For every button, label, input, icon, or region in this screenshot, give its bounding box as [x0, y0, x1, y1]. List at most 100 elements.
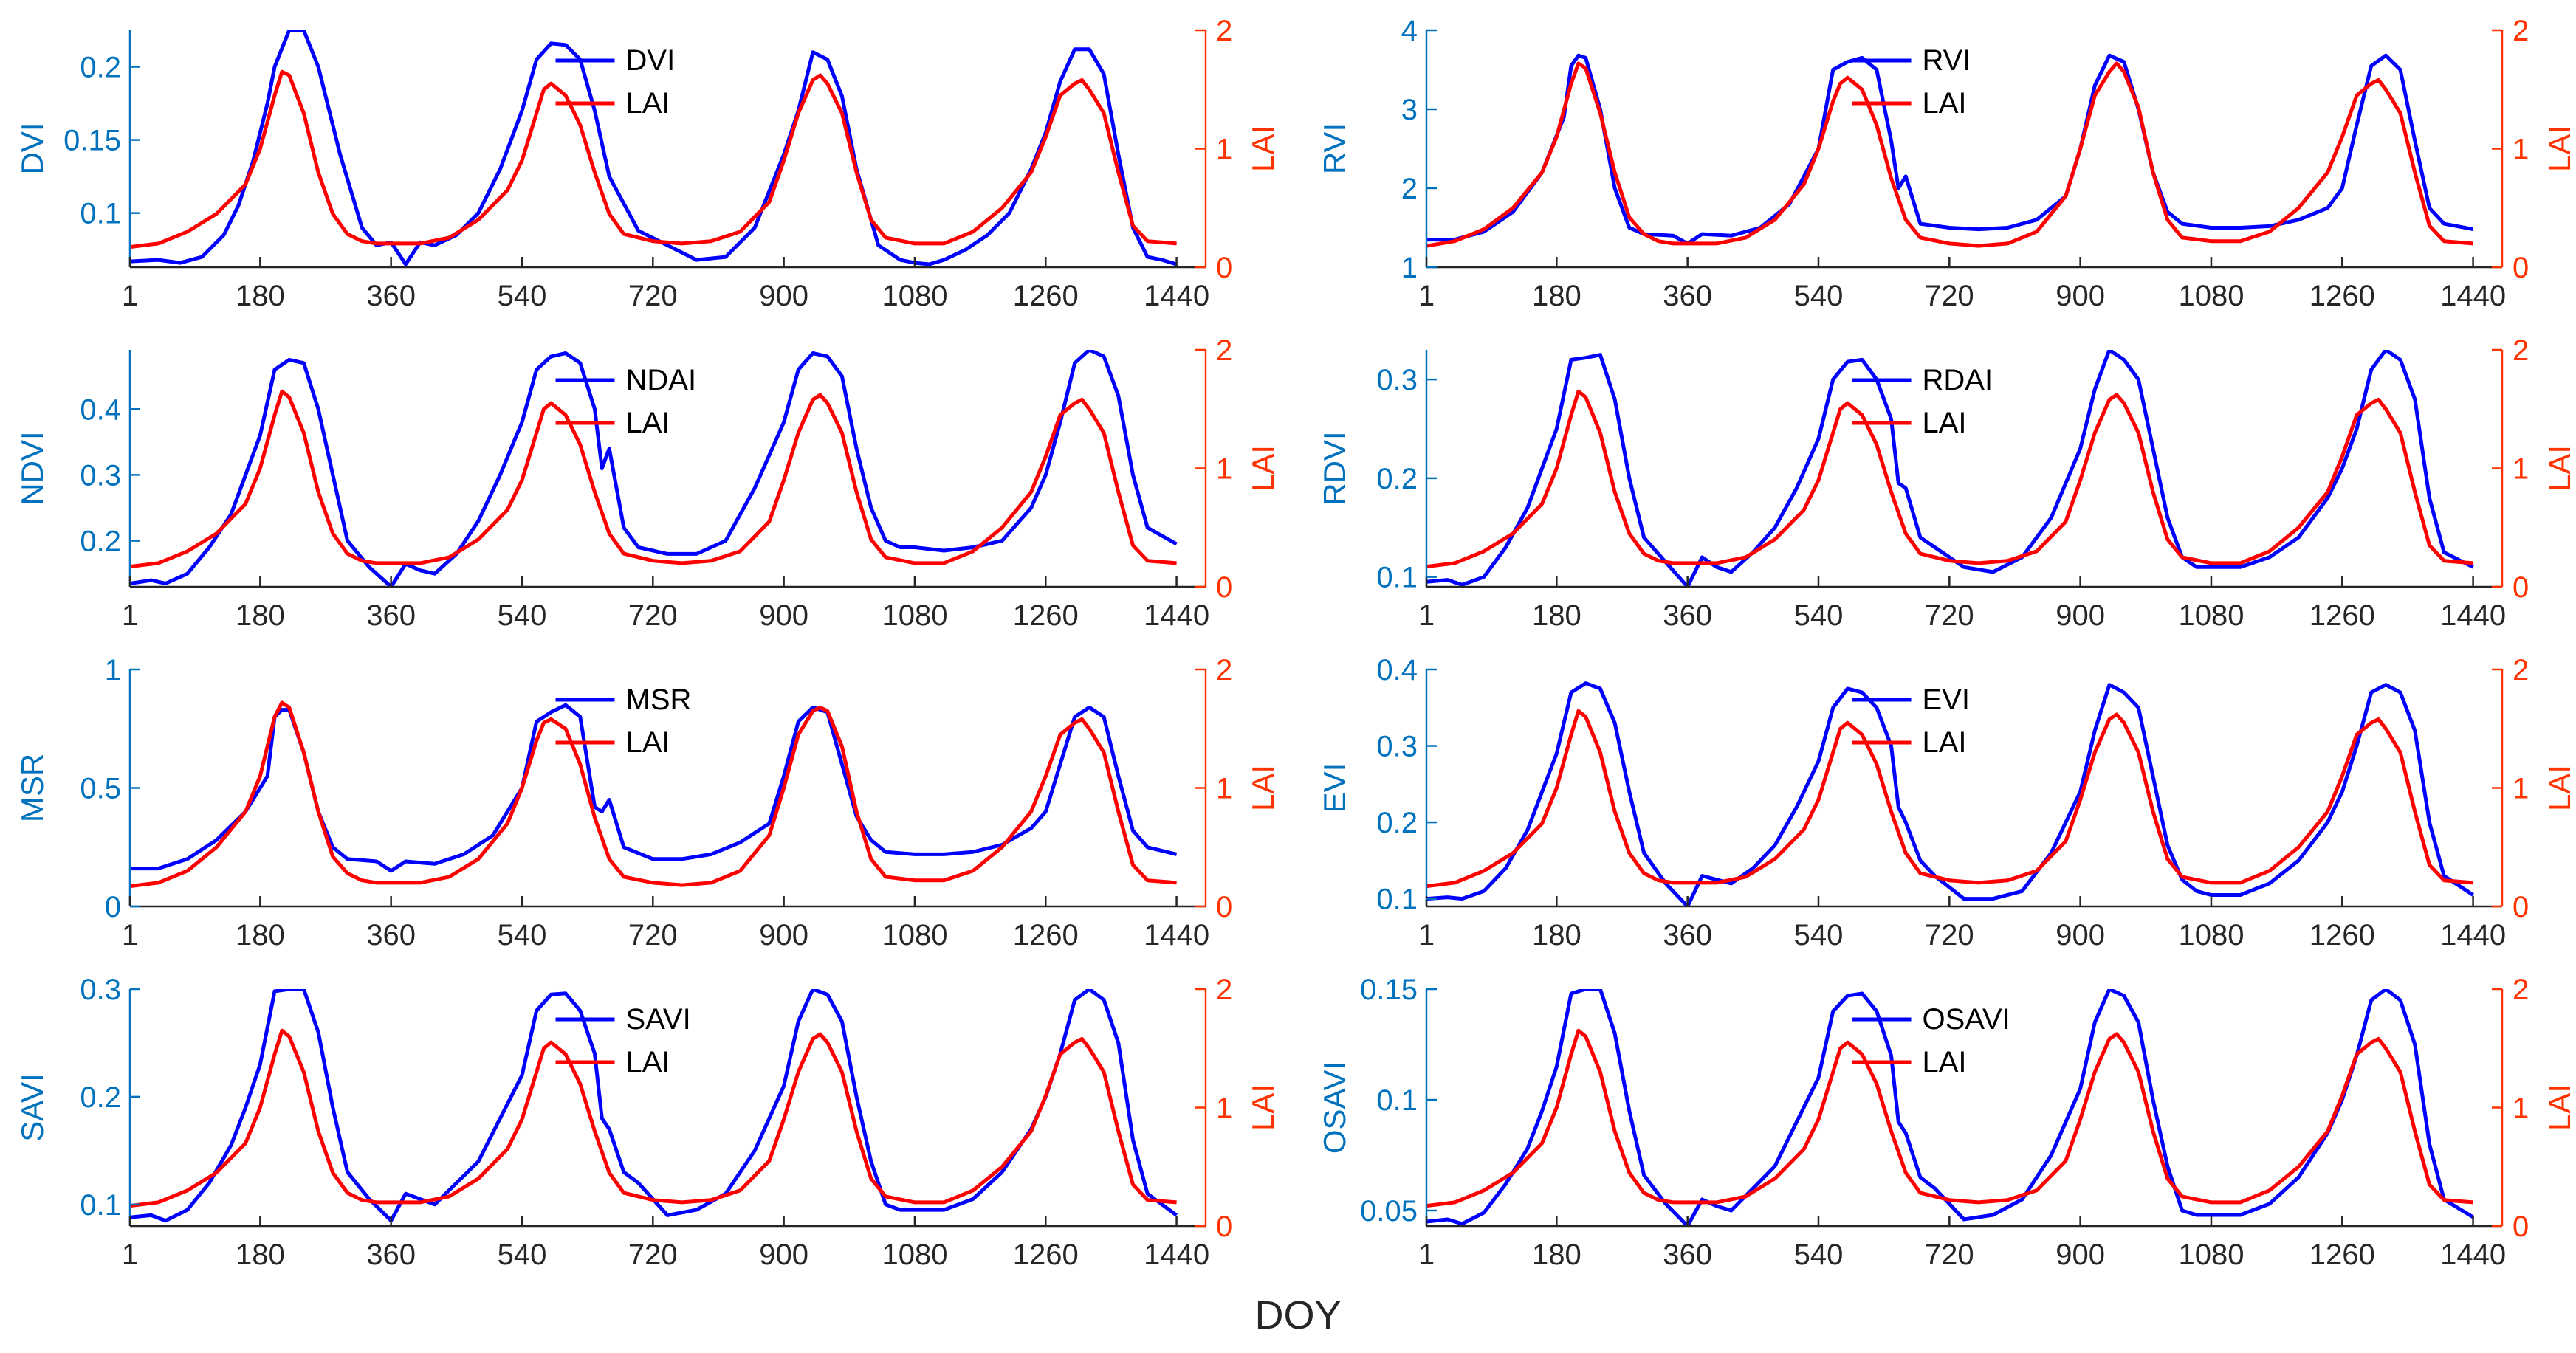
evi-x-tick-label: 1440 [2440, 919, 2506, 951]
rdvi-x-tick-label: 1440 [2440, 599, 2506, 632]
msr-x-tick-label: 540 [498, 919, 547, 951]
evi-x-tick-label: 720 [1925, 919, 1974, 951]
rvi-left-y-tick-label: 2 [1401, 173, 1418, 205]
osavi-left-y-tick-label: 0.15 [1360, 974, 1418, 1006]
savi-x-tick-label: 1080 [882, 1239, 947, 1271]
ndvi-x-tick-label: 180 [236, 599, 285, 632]
savi-x-tick-label: 1260 [1013, 1239, 1079, 1271]
msr-x-tick-label: 1260 [1013, 919, 1079, 951]
osavi-left-y-tick-label: 0.1 [1376, 1084, 1418, 1117]
dvi-x-tick-label: 1260 [1013, 280, 1079, 312]
panels-group: 1 180 360 540 720 900 1080 1260 14400.10.150.201… [15, 15, 2576, 1271]
osavi-series-lai-line [1426, 1028, 2473, 1208]
rvi-right-y-tick-label: 1 [2513, 134, 2529, 166]
msr-x-tick-label: 900 [759, 919, 808, 951]
evi-x-tick-label: 360 [1663, 919, 1712, 951]
rvi-x-tick-label: 1440 [2440, 280, 2506, 312]
rvi-right-y-axis-label: LAI [2542, 125, 2576, 172]
osavi-right-y-tick-label: 2 [2513, 974, 2529, 1006]
dvi-right-y-axis-label: LAI [1246, 125, 1280, 172]
osavi-x-tick-label: 1440 [2440, 1239, 2506, 1271]
rdvi-legend-label-rdai: RDAI [1923, 364, 1993, 396]
savi-x-tick-label: 1440 [1144, 1239, 1209, 1271]
savi-x-tick-label: 720 [628, 1239, 678, 1271]
osavi-left-y-tick-label: 0.05 [1360, 1195, 1418, 1228]
evi-series-lai-line [1426, 709, 2473, 889]
msr-left-y-axis-label: MSR [15, 754, 49, 822]
rdvi-x-tick-label: 720 [1925, 599, 1974, 632]
evi-x-tick-label: 1080 [2178, 919, 2244, 951]
ndvi-x-tick-label: 540 [498, 599, 547, 632]
rdvi-series-rdai-line [1426, 350, 2474, 587]
ndvi-x-tick-label: 900 [759, 599, 808, 632]
savi-right-y-tick-label: 1 [1216, 1092, 1232, 1125]
msr-x-tick-label: 1080 [882, 919, 947, 951]
savi-x-tick-label: 360 [366, 1239, 416, 1271]
msr-right-y-tick-label: 2 [1216, 654, 1232, 686]
rvi-x-tick-label: 1 [1418, 280, 1435, 312]
rdvi-left-y-tick-label: 0.2 [1376, 463, 1418, 495]
msr-x-tick-label: 720 [628, 919, 678, 951]
rvi-series-lai-line [1426, 61, 2473, 248]
rvi-right-y-tick-label: 2 [2513, 15, 2529, 47]
evi-x-tick-label: 1 [1418, 919, 1435, 951]
rvi-left-y-tick-label: 1 [1401, 252, 1418, 284]
rvi-series-rvi-line [1426, 53, 2474, 246]
evi-left-y-tick-label: 0.3 [1376, 731, 1418, 763]
ndvi-series-ndai-line [130, 350, 1178, 587]
rvi-panel: 1 180 360 540 720 900 1080 1260 1440 1 2 3 4 0 1 2 RVI LA… [1317, 15, 2576, 312]
rdvi-right-y-tick-label: 2 [2513, 334, 2529, 367]
dvi-left-y-axis-label: DVI [15, 123, 49, 174]
ndvi-left-y-tick-label: 0.3 [80, 459, 121, 492]
rvi-right-y-tick-label: 0 [2513, 252, 2529, 284]
osavi-left-y-axis-label: OSAVI [1317, 1061, 1352, 1154]
msr-legend-label-msr: MSR [626, 684, 692, 716]
rdvi-legend-label-lai: LAI [1923, 407, 1967, 439]
rvi-left-y-tick-label: 4 [1401, 15, 1418, 47]
osavi-x-tick-label: 180 [1532, 1239, 1581, 1271]
ndvi-x-tick-label: 720 [628, 599, 678, 632]
savi-left-y-tick-label: 0.1 [80, 1189, 121, 1222]
osavi-legend-label-lai: LAI [1923, 1046, 1967, 1078]
savi-panel: 1 180 360 540 720 900 1080 1260 1440 0.1 0.2 0.3 0 1 2… [15, 974, 1280, 1271]
msr-left-y-tick-label: 0 [105, 891, 121, 923]
dvi-right-y-tick-label: 0 [1216, 252, 1232, 284]
rdvi-left-y-tick-label: 0.1 [1376, 562, 1418, 594]
evi-left-y-tick-label: 0.4 [1376, 654, 1418, 686]
osavi-x-tick-label: 1080 [2178, 1239, 2244, 1271]
savi-left-y-tick-label: 0.3 [80, 974, 121, 1006]
osavi-right-y-tick-label: 0 [2513, 1211, 2529, 1243]
ndvi-x-tick-label: 1080 [882, 599, 947, 632]
osavi-right-y-axis-label: LAI [2542, 1084, 2576, 1131]
rdvi-x-tick-label: 1 [1418, 599, 1435, 632]
savi-legend-label-lai: LAI [626, 1046, 670, 1078]
evi-right-y-tick-label: 0 [2513, 891, 2529, 923]
evi-left-y-tick-label: 0.2 [1376, 807, 1418, 839]
evi-right-y-tick-label: 2 [2513, 654, 2529, 686]
ndvi-x-tick-label: 360 [366, 599, 416, 632]
msr-left-y-tick-label: 1 [105, 654, 121, 686]
osavi-legend-label-osavi: OSAVI [1923, 1003, 2010, 1036]
savi-legend-label-savi: SAVI [626, 1003, 691, 1036]
ndvi-right-y-axis-label: LAI [1246, 445, 1280, 492]
osavi-right-y-tick-label: 1 [2513, 1092, 2529, 1125]
dvi-x-tick-label: 540 [498, 280, 547, 312]
dvi-legend-label-dvi: DVI [626, 44, 676, 77]
osavi-x-tick-label: 900 [2055, 1239, 2105, 1271]
rvi-x-tick-label: 1080 [2178, 280, 2244, 312]
ndvi-right-y-tick-label: 2 [1216, 334, 1232, 367]
rdvi-panel: 1 180 360 540 720 900 1080 1260 1440 0.1 0.2 0.3 0 1 2… [1317, 334, 2576, 632]
ndvi-x-tick-label: 1260 [1013, 599, 1079, 632]
osavi-x-tick-label: 1260 [2309, 1239, 2375, 1271]
dvi-x-tick-label: 1 [122, 280, 138, 312]
ndvi-panel: 1 180 360 540 720 900 1080 1260 1440 0.2 0.3 0.4 0 1 2… [15, 334, 1280, 632]
evi-left-y-tick-label: 0.1 [1376, 884, 1418, 916]
rvi-left-y-tick-label: 3 [1401, 94, 1418, 126]
dvi-left-y-tick-label: 0.2 [80, 52, 121, 84]
ndvi-legend-label-ndai: NDAI [626, 364, 697, 396]
rvi-x-tick-label: 720 [1925, 280, 1974, 312]
evi-x-tick-label: 180 [1532, 919, 1581, 951]
evi-right-y-axis-label: LAI [2542, 765, 2576, 811]
rdvi-right-y-tick-label: 0 [2513, 571, 2529, 604]
figure-x-axis-label: DOY [1254, 1293, 1341, 1337]
